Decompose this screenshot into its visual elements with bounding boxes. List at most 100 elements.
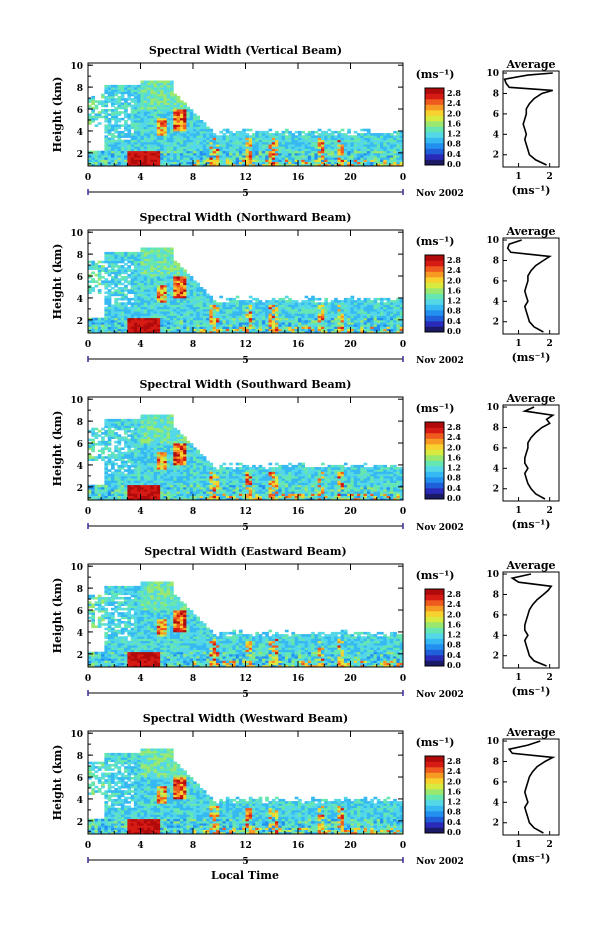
heatmap-cell (229, 313, 233, 316)
heatmap-cell (140, 289, 145, 292)
heatmap-cell (153, 423, 158, 426)
heatmap-cell (163, 93, 168, 97)
heatmap-cell (347, 130, 351, 134)
heatmap-cell (153, 282, 158, 286)
heatmap-cell (101, 260, 105, 264)
heatmap-cell (255, 319, 259, 323)
heatmap-cell (166, 295, 171, 299)
heatmap-cell (137, 95, 141, 99)
heatmap-cell (222, 317, 227, 321)
heatmap-cell (147, 276, 151, 279)
heatmap-cell (150, 478, 154, 481)
heatmap-cell (101, 497, 105, 501)
heatmap-cell (202, 152, 207, 156)
heatmap-cell (334, 135, 338, 138)
heatmap-cell (386, 152, 391, 156)
heatmap-cell (150, 440, 154, 444)
heatmap-cell (130, 287, 135, 290)
heatmap-cell (160, 262, 164, 266)
heatmap-cell (104, 111, 109, 114)
heatmap-cell (307, 150, 312, 154)
heatmap-cell (294, 322, 299, 325)
heatmap-cell (363, 137, 368, 141)
heatmap-cell (170, 306, 174, 310)
heatmap-cell (117, 330, 122, 334)
heatmap-cell (176, 304, 181, 308)
heatmap-cell (179, 308, 184, 312)
heatmap-cell (176, 128, 181, 132)
heatmap-cell (117, 464, 122, 468)
heatmap-cell (143, 319, 148, 323)
heatmap-cell (366, 157, 371, 160)
heatmap-cell (150, 273, 154, 277)
heatmap-cell (343, 317, 348, 321)
heatmap-cell (160, 91, 164, 95)
heatmap-cell (268, 141, 273, 145)
heatmap-cell (156, 262, 161, 266)
heatmap-cell (183, 159, 187, 162)
heatmap-cell (196, 300, 200, 303)
heatmap-cell (130, 451, 135, 455)
heatmap-cell (111, 89, 115, 92)
heatmap-cell (111, 480, 115, 483)
heatmap-cell (225, 297, 230, 301)
heatmap-cell (137, 491, 141, 494)
heatmap-cell (150, 313, 154, 316)
heatmap-cell (357, 322, 361, 325)
heatmap-cell (307, 317, 312, 321)
heatmap-cell (317, 155, 322, 158)
heatmap-cell (261, 306, 266, 310)
heatmap-cell (120, 491, 125, 494)
heatmap-cell (209, 163, 214, 167)
heatmap-cell (350, 144, 355, 147)
heatmap-cell (281, 306, 286, 310)
heatmap-cell (120, 146, 125, 149)
heatmap-cell (186, 128, 191, 132)
heatmap-cell (258, 133, 263, 136)
heatmap-cell (314, 319, 319, 323)
heatmap-cell (225, 328, 230, 332)
heatmap-cell (235, 317, 240, 321)
heatmap-cell (265, 324, 269, 327)
heatmap-cell (120, 267, 125, 270)
heatmap-cell (179, 115, 184, 119)
heatmap-cell (255, 326, 259, 329)
heatmap-cell (127, 133, 132, 136)
heatmap-cell (386, 157, 391, 160)
heatmap-cell (137, 440, 141, 444)
heatmap-cell (140, 482, 145, 486)
heatmap-cell (153, 297, 158, 301)
heatmap-cell (179, 297, 184, 301)
heatmap-cell (107, 265, 112, 268)
heatmap-cell (376, 302, 381, 305)
heatmap-cell (334, 319, 338, 323)
heatmap-cell (360, 148, 364, 152)
heatmap-cell (206, 306, 210, 310)
heatmap-cell (156, 295, 161, 299)
heatmap-cell (170, 315, 174, 319)
heatmap-cell (350, 304, 355, 308)
heatmap-cell (166, 297, 171, 301)
heatmap-cell (288, 302, 292, 305)
heatmap-cell (143, 297, 148, 301)
colorbar-segment (425, 121, 444, 127)
heatmap-cell (150, 324, 154, 327)
heatmap-cell (271, 139, 276, 143)
heatmap-cell (107, 152, 112, 156)
heatmap-cell (189, 128, 194, 132)
heatmap-cell (124, 284, 128, 288)
colorbar-segment (425, 88, 444, 94)
heatmap-cell (88, 319, 92, 323)
heatmap-cell (94, 113, 99, 116)
heatmap-cell (163, 106, 168, 110)
heatmap-cell (91, 271, 95, 275)
heatmap-cell (189, 308, 194, 312)
heatmap-cell (311, 163, 315, 167)
heatmap-cell (107, 326, 112, 329)
heatmap-cell (104, 491, 109, 494)
heatmap-cell (186, 293, 191, 297)
heatmap-cell (111, 471, 115, 475)
heatmap-cell (298, 302, 302, 305)
heatmap-cell (107, 486, 112, 490)
heatmap-cell (166, 282, 171, 286)
